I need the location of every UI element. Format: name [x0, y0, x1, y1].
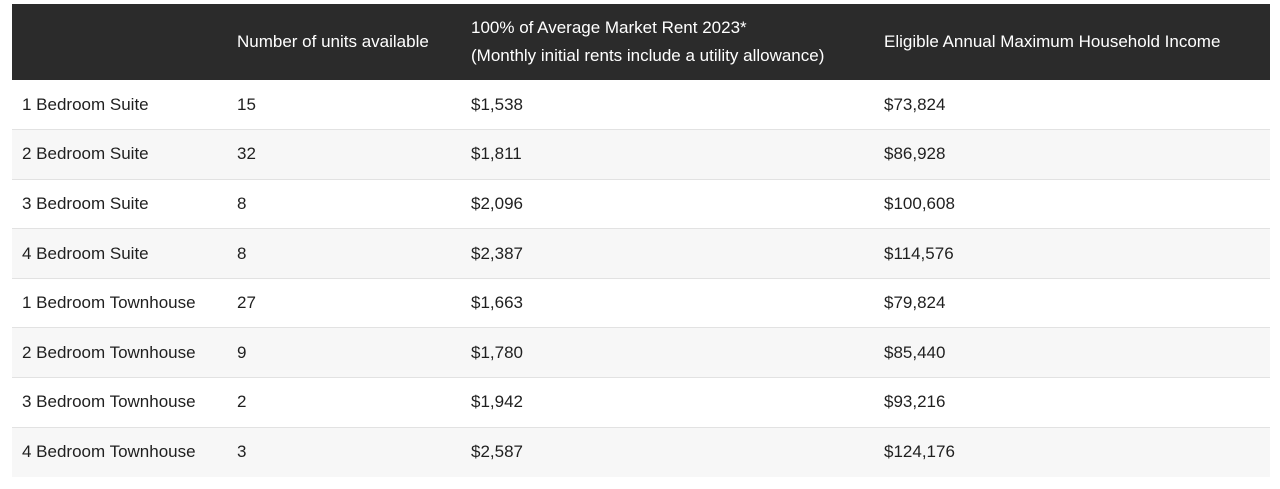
cell-unit-type: 2 Bedroom Townhouse	[22, 342, 196, 362]
cell-income: $73,824	[884, 94, 946, 114]
cell-unit-type: 4 Bedroom Suite	[22, 243, 149, 263]
cell-rent: $1,942	[471, 392, 523, 412]
header-row: Number of units available 100% of Averag…	[12, 4, 1270, 80]
table-row: 3 Bedroom Suite 8 $2,096 $100,608	[12, 179, 1270, 229]
table-body: 1 Bedroom Suite 15 $1,538 $73,824 2 Bedr…	[12, 80, 1270, 477]
rent-table: Number of units available 100% of Averag…	[12, 4, 1270, 477]
table-row: 1 Bedroom Townhouse 27 $1,663 $79,824	[12, 278, 1270, 328]
cell-units: 2	[237, 392, 247, 412]
cell-income: $79,824	[884, 293, 946, 313]
table-row: 4 Bedroom Suite 8 $2,387 $114,576	[12, 228, 1270, 279]
cell-income: $114,576	[884, 243, 954, 263]
cell-units: 8	[237, 193, 247, 213]
cell-rent: $2,587	[471, 442, 523, 462]
cell-unit-type: 1 Bedroom Suite	[22, 94, 149, 114]
cell-rent: $1,538	[471, 94, 523, 114]
cell-income: $124,176	[884, 442, 955, 462]
cell-rent: $2,096	[471, 193, 523, 213]
cell-unit-type: 3 Bedroom Suite	[22, 193, 149, 213]
cell-income: $100,608	[884, 193, 955, 213]
table-row: 3 Bedroom Townhouse 2 $1,942 $93,216	[12, 377, 1270, 428]
cell-units: 32	[237, 144, 256, 164]
cell-income: $93,216	[884, 392, 946, 412]
table-row: 1 Bedroom Suite 15 $1,538 $73,824	[12, 80, 1270, 130]
header-average-market-rent: 100% of Average Market Rent 2023* (Month…	[459, 4, 872, 80]
header-max-household-income: Eligible Annual Maximum Household Income	[884, 32, 1221, 51]
table-row: 4 Bedroom Townhouse 3 $2,587 $124,176	[12, 427, 1270, 477]
header-unit-type	[12, 4, 225, 80]
cell-unit-type: 1 Bedroom Townhouse	[22, 293, 196, 313]
header-rent-title: 100% of Average Market Rent 2023*	[471, 18, 747, 37]
cell-rent: $1,811	[471, 144, 522, 164]
cell-rent: $2,387	[471, 243, 523, 263]
table-row: 2 Bedroom Suite 32 $1,811 $86,928	[12, 129, 1270, 180]
cell-unit-type: 4 Bedroom Townhouse	[22, 442, 196, 462]
rent-table-container: Number of units available 100% of Averag…	[12, 4, 1270, 477]
cell-units: 8	[237, 243, 247, 263]
header-rent-note: (Monthly initial rents include a utility…	[471, 46, 825, 65]
cell-rent: $1,780	[471, 342, 523, 362]
cell-income: $85,440	[884, 342, 946, 362]
cell-unit-type: 2 Bedroom Suite	[22, 144, 149, 164]
table-row: 2 Bedroom Townhouse 9 $1,780 $85,440	[12, 327, 1270, 378]
cell-units: 27	[237, 293, 256, 313]
cell-rent: $1,663	[471, 293, 523, 313]
cell-income: $86,928	[884, 144, 946, 164]
cell-units: 9	[237, 342, 247, 362]
cell-unit-type: 3 Bedroom Townhouse	[22, 392, 196, 412]
cell-units: 15	[237, 94, 256, 114]
table-header: Number of units available 100% of Averag…	[12, 4, 1270, 80]
cell-units: 3	[237, 442, 247, 462]
header-units-available: Number of units available	[237, 32, 429, 51]
